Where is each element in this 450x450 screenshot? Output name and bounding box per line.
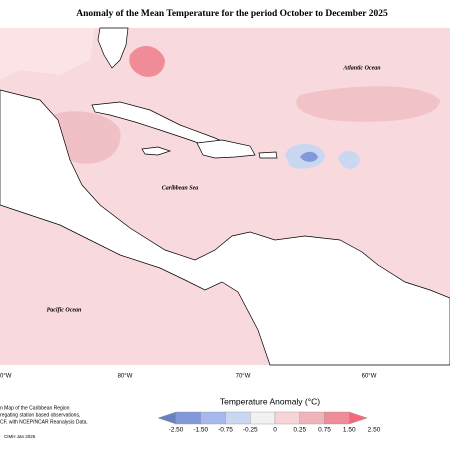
colorbar-tick-label: -0.75 bbox=[218, 427, 233, 434]
cool-anomaly bbox=[300, 151, 318, 162]
warm-anomaly bbox=[129, 45, 165, 77]
colorbar-tick-label: 2.50 bbox=[368, 427, 381, 434]
colorbar-extension bbox=[157, 411, 177, 425]
map-title: Anomaly of the Mean Temperature for the … bbox=[76, 9, 388, 19]
colorbar-tick-label: -1.50 bbox=[193, 427, 208, 434]
warm-anomaly bbox=[296, 86, 440, 122]
map bbox=[0, 27, 450, 366]
colorbar-tick-label: 0.25 bbox=[293, 427, 306, 434]
colorbar-extension bbox=[349, 411, 368, 425]
colorbar: -2.50 -1.50 -0.75 -0.25 0 0.25 0.75 1.50 2.50 bbox=[157, 411, 381, 434]
longitude-label: 0°W bbox=[0, 374, 12, 380]
hispaniola bbox=[196, 139, 256, 159]
colorbar-tick-label: 1.50 bbox=[343, 427, 356, 434]
colorbar-segment bbox=[175, 411, 201, 425]
puerto-rico bbox=[258, 151, 278, 159]
sea-label: Caribbean Sea bbox=[162, 185, 199, 191]
cool-anomaly bbox=[338, 150, 360, 169]
colorbar-tick-label: 0.75 bbox=[318, 427, 331, 434]
colorbar-segment bbox=[299, 411, 325, 425]
colorbar-segment bbox=[225, 411, 251, 425]
florida bbox=[97, 27, 129, 69]
colorbar-segment bbox=[250, 411, 276, 425]
colorbar-segment bbox=[274, 411, 300, 425]
colorbar-tick-label: -0.25 bbox=[243, 427, 258, 434]
ocean-label: Atlantic Ocean bbox=[342, 65, 381, 71]
legend-title: Temperature Anomaly (°C) bbox=[220, 396, 320, 406]
credit-line: n Map of the Caribbean Region bbox=[0, 405, 70, 411]
mainland bbox=[0, 89, 450, 366]
credit-line: CF, with NCEP/NCAR Reanalysis Data. bbox=[0, 419, 88, 425]
gulf-area bbox=[0, 28, 95, 80]
jamaica bbox=[141, 146, 172, 156]
colorbar-segment bbox=[324, 411, 350, 425]
ocean-label: Pacific Ocean bbox=[47, 307, 82, 313]
footer: CIMH Jan 2026 bbox=[4, 434, 36, 439]
longitude-label: 70°W bbox=[236, 374, 251, 380]
colorbar-segment bbox=[200, 411, 226, 425]
colorbar-tick-label: 0 bbox=[273, 427, 277, 434]
longitude-label: 80°W bbox=[118, 374, 133, 380]
credit-line: regating station based observations, bbox=[0, 412, 80, 418]
longitude-label: 60°W bbox=[362, 374, 377, 380]
colorbar-tick-label: -2.50 bbox=[169, 427, 184, 434]
